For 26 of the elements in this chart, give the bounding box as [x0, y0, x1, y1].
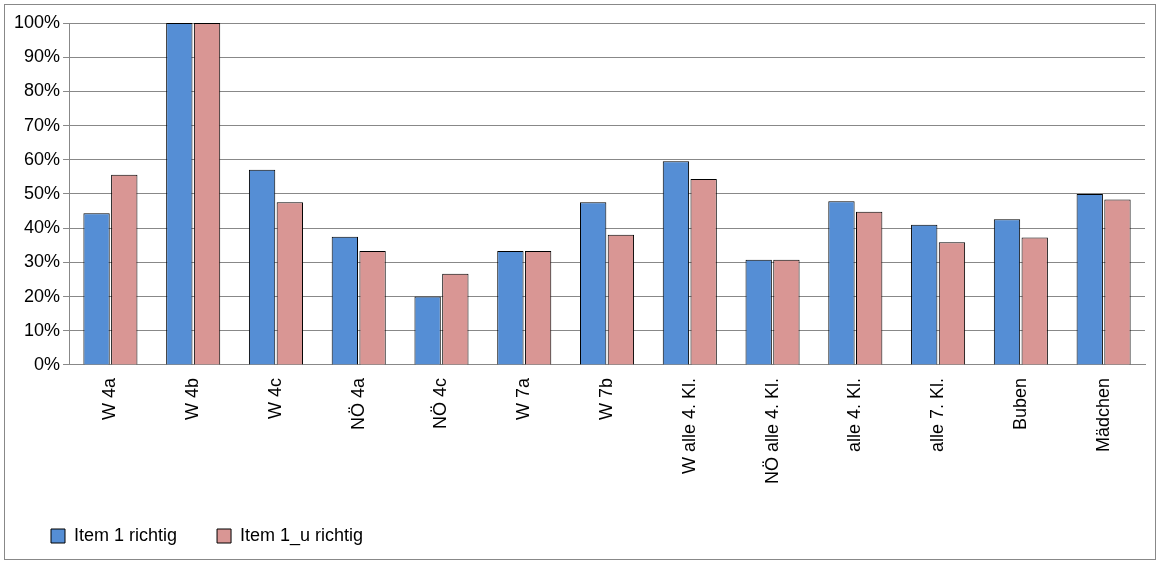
x-tick-label: W 7b [595, 377, 616, 420]
y-tick-label: 20% [24, 285, 61, 306]
y-tick-label: 50% [24, 182, 61, 203]
y-tick-label: 10% [24, 319, 61, 340]
x-tick-label: NÖ 4a [347, 376, 368, 430]
y-tick-label: 70% [24, 114, 61, 135]
x-tick-label: alle 7. Kl. [927, 377, 948, 453]
x-tick-label: Mädchen [1092, 377, 1113, 453]
x-tick-label: W 4a [99, 376, 120, 420]
x-tick-label: NÖ 4c [430, 377, 451, 429]
y-tick-label: 60% [24, 148, 61, 169]
y-tick-label: 100% [13, 11, 61, 32]
y-tick-label: 0% [34, 353, 61, 374]
x-tick-label: W 4c [264, 377, 285, 419]
legend-label: Item 1_u richtig [240, 524, 364, 546]
y-tick-label: 80% [24, 80, 61, 101]
y-tick-label: 90% [24, 46, 61, 67]
x-tick-label: alle 4. Kl. [844, 377, 865, 453]
legend-label: Item 1 richtig [74, 524, 178, 545]
x-tick-label: W 7a [513, 376, 534, 420]
x-tick-label: Buben [1009, 377, 1030, 431]
x-tick-label: W 4b [182, 377, 203, 420]
y-tick-label: 40% [24, 217, 61, 238]
y-tick-label: 30% [24, 251, 61, 272]
x-tick-label: W alle 4. Kl. [678, 377, 699, 474]
x-tick-label: NÖ alle 4. Kl. [761, 377, 782, 485]
